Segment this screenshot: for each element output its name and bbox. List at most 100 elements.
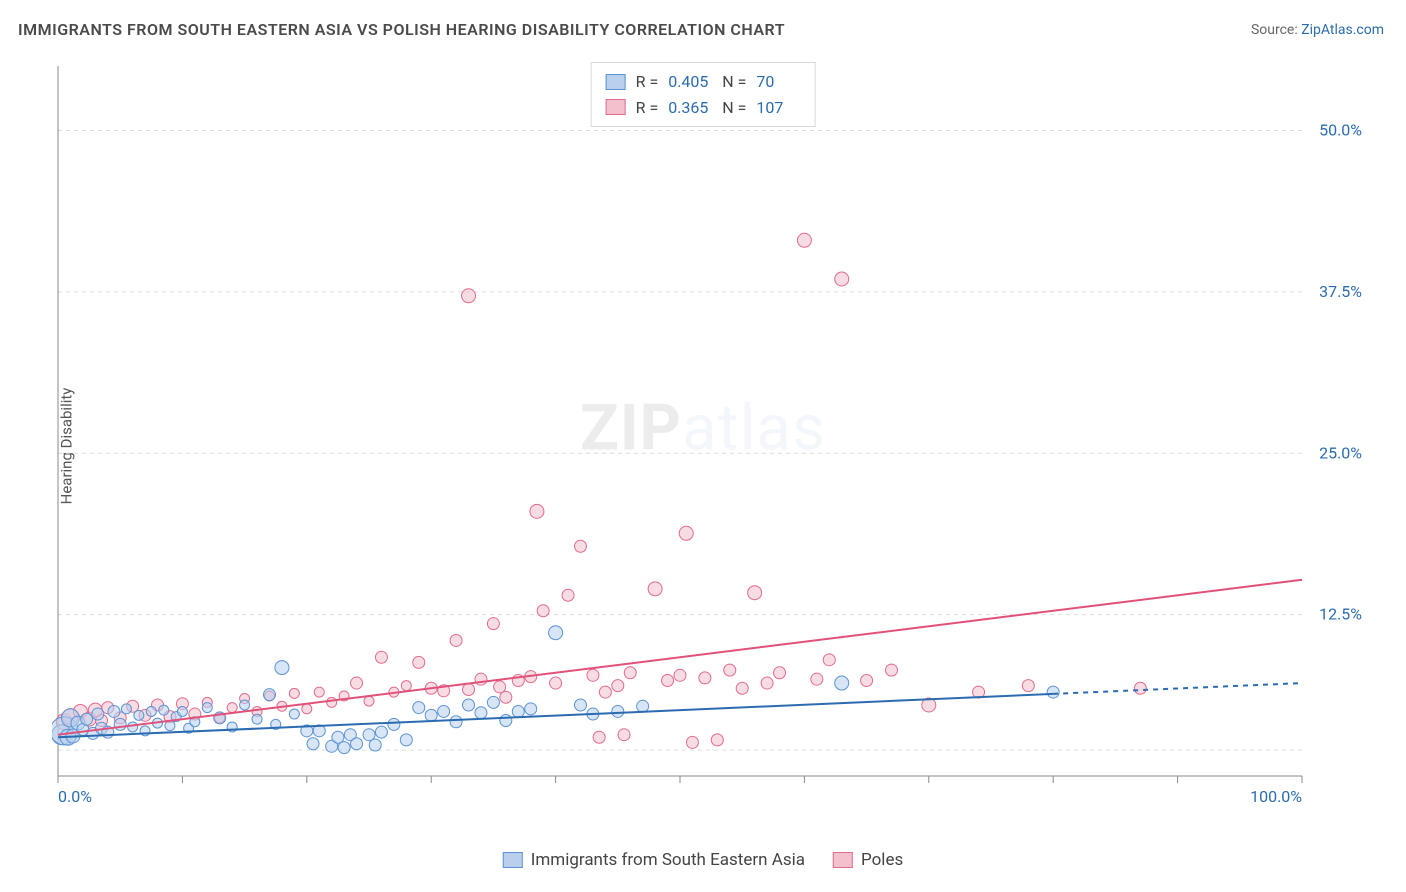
- scatter-point: [500, 691, 512, 703]
- legend-row: R = 0.365 N = 107: [606, 95, 801, 121]
- scatter-point: [612, 680, 624, 692]
- scatter-point: [537, 605, 549, 617]
- scatter-point: [736, 682, 748, 694]
- scatter-point: [724, 664, 736, 676]
- scatter-point: [369, 739, 381, 751]
- source-label: Source:: [1251, 22, 1301, 38]
- scatter-point: [711, 734, 723, 746]
- scatter-point: [774, 667, 786, 679]
- y-tick-label: 37.5%: [1319, 282, 1362, 301]
- scatter-point: [599, 686, 611, 698]
- x-tick-label: 0.0%: [58, 787, 92, 806]
- scatter-point: [327, 697, 337, 707]
- scatter-point: [338, 742, 350, 754]
- scatter-point: [1134, 682, 1146, 694]
- scatter-point: [128, 722, 138, 732]
- scatter-point: [307, 738, 319, 750]
- y-tick-label: 25.0%: [1319, 443, 1362, 462]
- legend-swatch: [833, 852, 853, 868]
- scatter-point: [835, 676, 849, 690]
- scatter-point: [574, 540, 586, 552]
- legend-label: Immigrants from South Eastern Asia: [531, 850, 805, 870]
- scatter-point: [811, 673, 823, 685]
- scatter-point: [388, 718, 400, 730]
- trend-line-dashed: [1053, 683, 1302, 694]
- scatter-point: [375, 651, 387, 663]
- scatter-point: [121, 704, 131, 714]
- legend-label: Poles: [861, 850, 903, 870]
- scatter-point: [587, 669, 599, 681]
- legend-n-label: N =: [722, 95, 746, 121]
- scatter-point: [562, 589, 574, 601]
- scatter-point: [699, 672, 711, 684]
- scatter-point: [146, 706, 156, 716]
- scatter-point: [487, 618, 499, 630]
- y-tick-label: 12.5%: [1319, 605, 1362, 624]
- scatter-point: [1022, 680, 1034, 692]
- legend-swatch: [606, 74, 626, 90]
- legend-item: Poles: [833, 850, 903, 870]
- scatter-point: [761, 677, 773, 689]
- legend-item: Immigrants from South Eastern Asia: [503, 850, 805, 870]
- legend-correlation: R = 0.405 N = 70 R = 0.365 N = 107: [591, 62, 816, 127]
- legend-series: Immigrants from South Eastern Asia Poles: [503, 850, 903, 870]
- scatter-chart: 12.5%25.0%37.5%50.0%0.0%100.0%: [52, 60, 1372, 818]
- scatter-point: [81, 713, 93, 725]
- scatter-point: [450, 716, 462, 728]
- scatter-point: [263, 689, 275, 701]
- scatter-point: [679, 526, 693, 540]
- scatter-point: [637, 700, 649, 712]
- scatter-point: [413, 656, 425, 668]
- scatter-point: [364, 696, 374, 706]
- x-tick-label: 100.0%: [1250, 787, 1302, 806]
- scatter-point: [92, 708, 104, 720]
- plot-area: 12.5%25.0%37.5%50.0%0.0%100.0%: [52, 60, 1372, 818]
- scatter-point: [885, 664, 897, 676]
- scatter-point: [797, 233, 811, 247]
- scatter-point: [463, 684, 475, 696]
- scatter-point: [275, 661, 289, 675]
- scatter-point: [202, 703, 212, 713]
- scatter-point: [289, 688, 299, 698]
- scatter-point: [463, 699, 475, 711]
- scatter-point: [351, 677, 363, 689]
- scatter-point: [512, 705, 524, 717]
- scatter-point: [549, 626, 563, 640]
- legend-n-value: 107: [756, 95, 800, 121]
- legend-swatch: [503, 852, 523, 868]
- scatter-point: [648, 582, 662, 596]
- scatter-point: [227, 703, 237, 713]
- scatter-point: [530, 504, 544, 518]
- chart-title: IMMIGRANTS FROM SOUTH EASTERN ASIA VS PO…: [18, 20, 785, 39]
- source-attribution: Source: ZipAtlas.com: [1251, 22, 1384, 38]
- legend-r-value: 0.405: [668, 69, 712, 95]
- scatter-point: [662, 674, 674, 686]
- trend-line: [58, 580, 1302, 735]
- scatter-point: [525, 703, 537, 715]
- scatter-point: [686, 736, 698, 748]
- scatter-point: [624, 667, 636, 679]
- legend-r-value: 0.365: [668, 95, 712, 121]
- scatter-point: [252, 714, 262, 724]
- scatter-point: [574, 699, 586, 711]
- legend-swatch: [606, 99, 626, 115]
- scatter-point: [487, 696, 499, 708]
- scatter-point: [108, 705, 120, 717]
- scatter-point: [674, 669, 686, 681]
- legend-n-value: 70: [756, 69, 800, 95]
- scatter-point: [550, 677, 562, 689]
- scatter-point: [400, 734, 412, 746]
- scatter-point: [438, 705, 450, 717]
- scatter-point: [861, 674, 873, 686]
- scatter-point: [835, 272, 849, 286]
- scatter-point: [593, 731, 605, 743]
- scatter-point: [114, 718, 126, 730]
- scatter-point: [240, 700, 250, 710]
- scatter-point: [748, 586, 762, 600]
- scatter-point: [401, 681, 411, 691]
- scatter-point: [425, 709, 437, 721]
- scatter-point: [462, 289, 476, 303]
- legend-row: R = 0.405 N = 70: [606, 69, 801, 95]
- chart-container: IMMIGRANTS FROM SOUTH EASTERN ASIA VS PO…: [0, 0, 1406, 892]
- source-value: ZipAtlas.com: [1301, 22, 1384, 38]
